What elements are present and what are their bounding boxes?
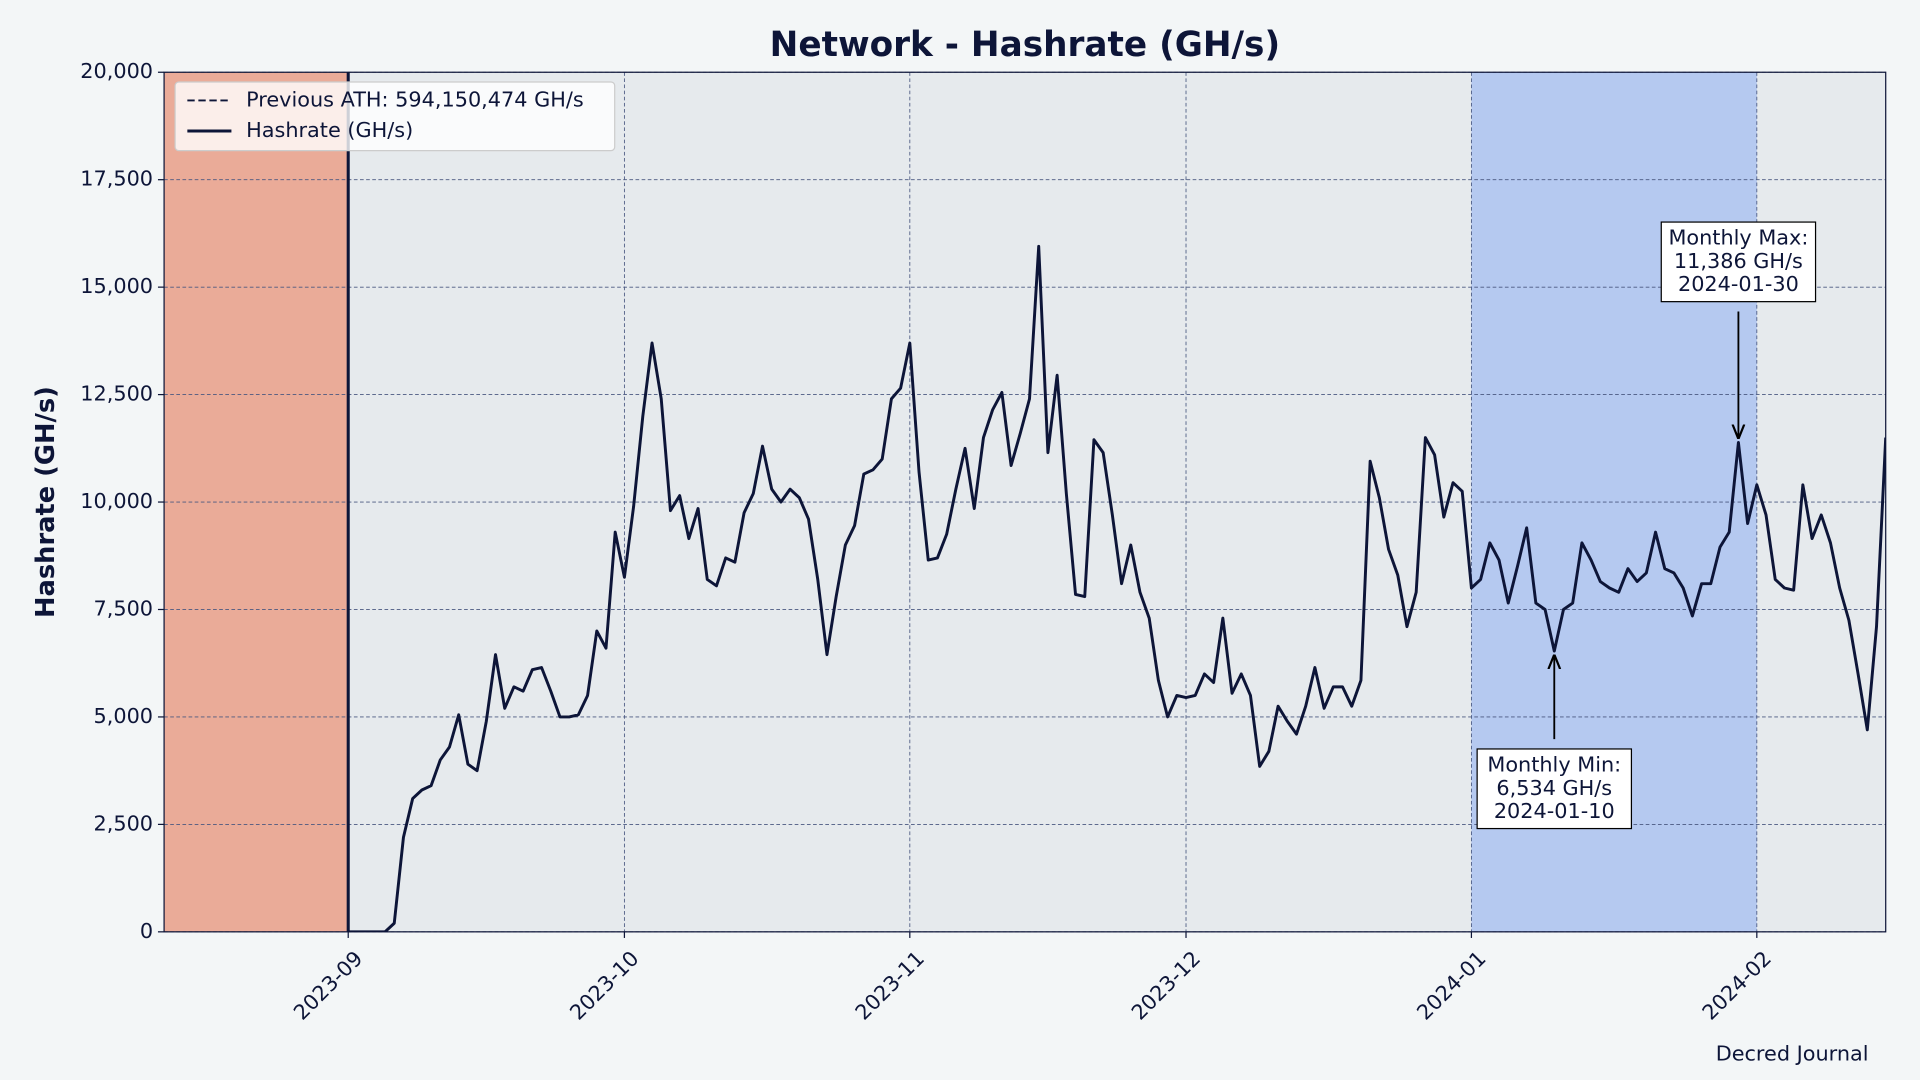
y-tick-label: 2,500	[94, 811, 154, 835]
y-tick-label: 12,500	[80, 382, 153, 406]
annotation-text: 2024-01-10	[1494, 799, 1615, 823]
x-tick-label: 2023-09	[289, 946, 367, 1024]
chart-title: Network - Hashrate (GH/s)	[770, 25, 1280, 65]
y-tick-label: 20,000	[80, 59, 153, 83]
y-tick-label: 15,000	[80, 274, 153, 298]
y-tick-label: 17,500	[80, 167, 153, 191]
annotation-text: Monthly Min:	[1487, 752, 1621, 776]
annotation-text: 11,386 GH/s	[1674, 249, 1803, 273]
y-axis-label: Hashrate (GH/s)	[31, 386, 61, 618]
x-tick-label: 2023-10	[565, 946, 643, 1024]
annotation-text: 2024-01-30	[1678, 272, 1799, 296]
legend-box	[174, 81, 616, 152]
legend-label: Previous ATH: 594,150,474 GH/s	[246, 87, 584, 111]
annotation-text: Monthly Max:	[1668, 226, 1808, 250]
footer: Decred Journal	[1716, 1041, 1869, 1065]
x-tick-label: 2023-11	[851, 946, 929, 1024]
y-tick-label: 7,500	[94, 596, 154, 620]
annotation-text: 6,534 GH/s	[1496, 776, 1612, 800]
x-tick-label: 2024-02	[1698, 946, 1776, 1024]
y-tick-label: 5,000	[94, 704, 154, 728]
x-tick-label: 2023-12	[1127, 946, 1205, 1024]
y-tick-label: 0	[140, 919, 153, 943]
y-tick-label: 10,000	[80, 489, 153, 513]
legend: Previous ATH: 594,150,474 GH/s Hashrate (…	[174, 81, 616, 152]
annotation-box	[1660, 221, 1817, 303]
data-line	[348, 244, 1886, 932]
x-tick-label: 2024-01	[1412, 946, 1490, 1024]
annotation-box	[1476, 748, 1633, 830]
legend-label: Hashrate (GH/s)	[246, 118, 413, 142]
